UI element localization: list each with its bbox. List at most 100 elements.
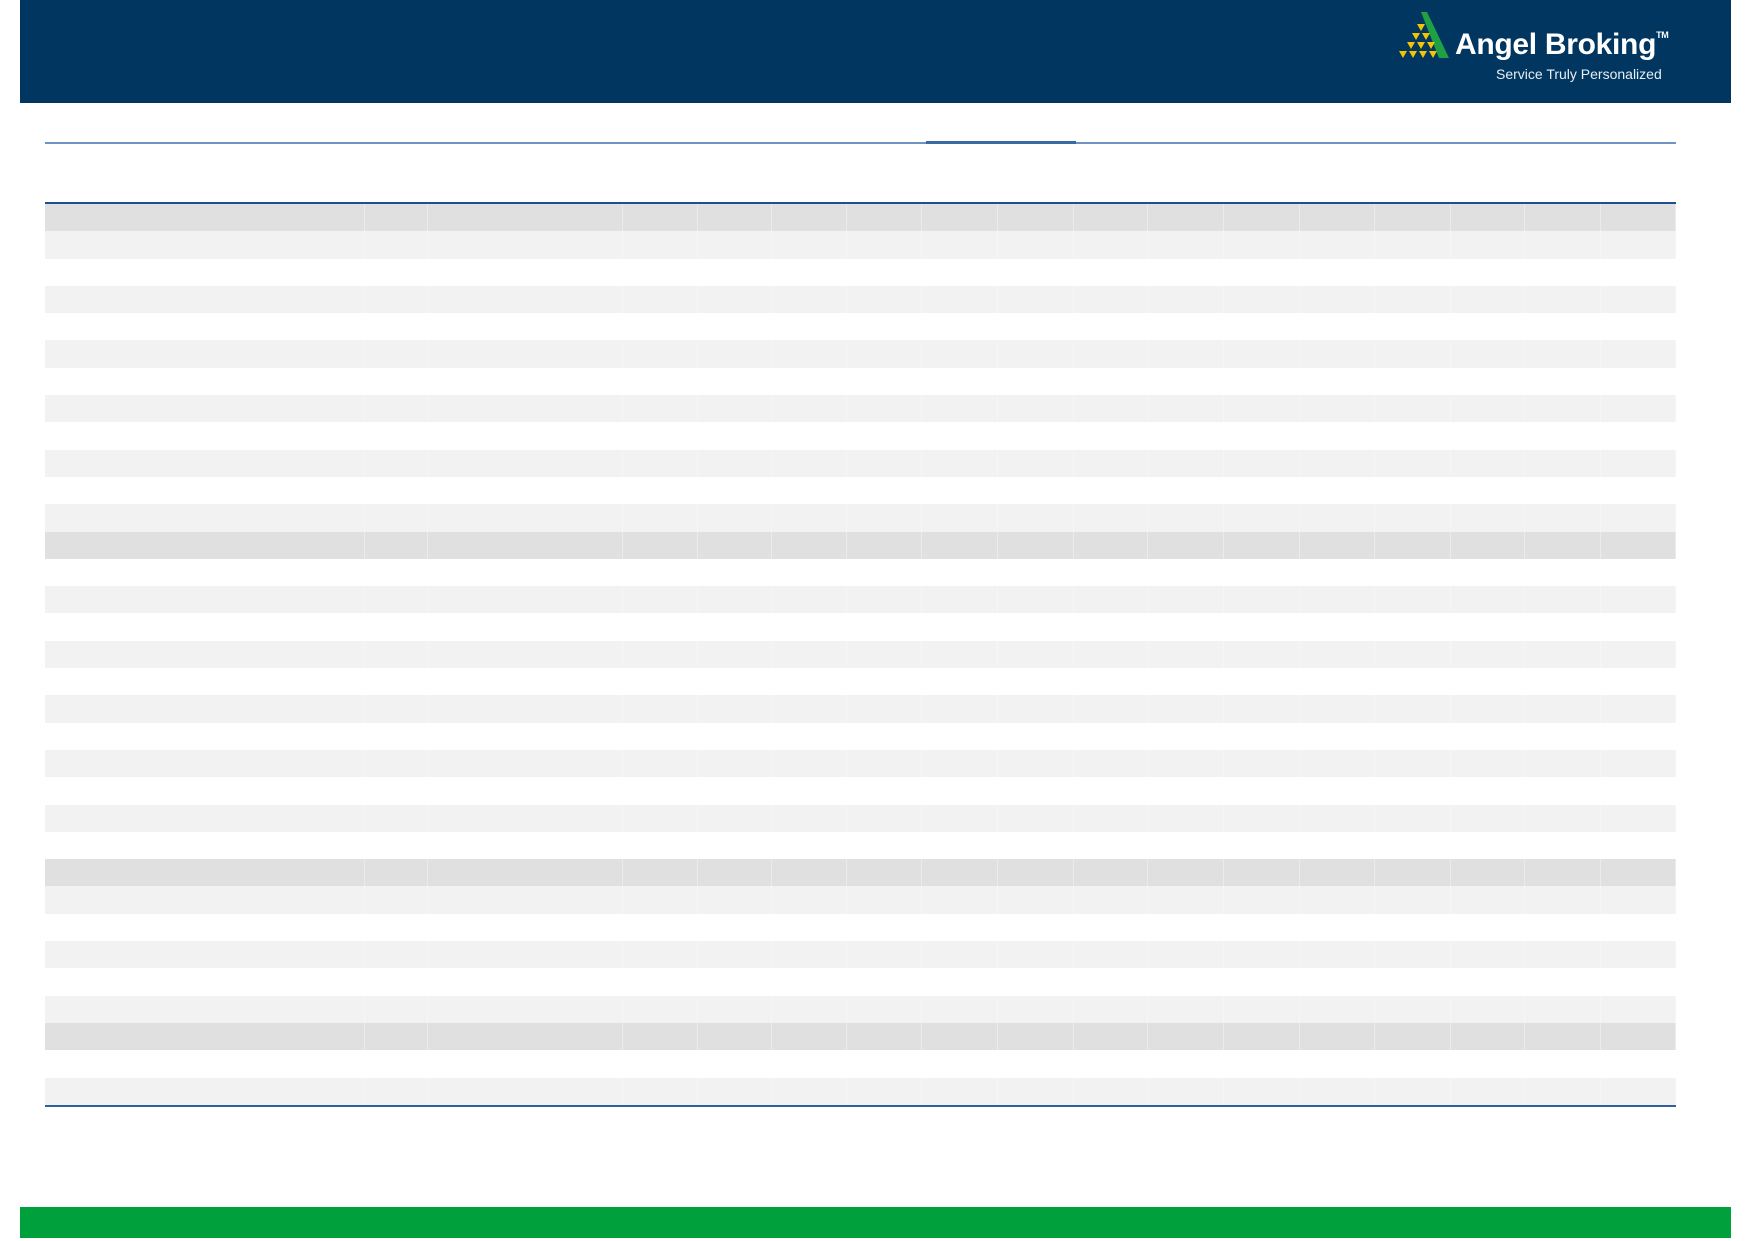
table-cell [1525,367,1601,396]
table-cell [1601,859,1676,887]
table-cell [1375,1077,1452,1105]
table-cell [698,777,772,805]
table-cell [1300,722,1375,750]
table-cell [428,586,624,614]
table-cell [623,886,698,914]
table-cell [1375,722,1452,750]
table-cell [1451,749,1526,778]
table-cell [623,367,698,396]
table-row [45,558,1676,587]
table-cell [998,367,1074,396]
table-cell [1148,1050,1225,1078]
table-cell [922,231,998,259]
table-cell [1300,285,1375,314]
table-cell [1148,722,1225,750]
table-cell [1224,968,1300,996]
brand-name: Angel BrokingTM [1455,28,1669,61]
table-cell [623,941,698,969]
table-cell [847,722,923,750]
table-cell [772,367,848,396]
table-cell [1601,340,1676,368]
table-cell [998,285,1074,314]
table-cell [428,804,624,832]
table-cell [847,859,923,887]
table-cell [1375,749,1452,778]
table-cell [428,831,624,860]
table-cell [45,722,366,750]
table-cell [847,886,923,914]
table-row [45,340,1676,368]
table-cell [1375,504,1452,532]
table-cell [1148,204,1225,232]
table-cell [1224,722,1300,750]
table-cell [698,1050,772,1078]
table-row [45,422,1676,450]
table-cell [1074,1050,1149,1078]
table-cell [1525,558,1601,587]
table-cell [1074,586,1149,614]
table-cell [847,367,923,396]
table-cell [623,258,698,286]
table-cell [365,285,429,314]
table-cell [847,831,923,860]
table-cell [1451,586,1526,614]
table-cell [1148,804,1225,832]
table-cell [922,586,998,614]
table-cell [1451,1050,1526,1078]
table-cell [1148,449,1225,477]
table-cell [772,476,848,505]
table-cell [1224,258,1300,286]
table-cell [1601,449,1676,477]
table-cell [365,586,429,614]
table-cell [1148,995,1225,1023]
table-cell [922,995,998,1023]
table-cell [1074,204,1149,232]
table-cell [1224,886,1300,914]
table-cell [998,558,1074,587]
table-cell [1074,1077,1149,1105]
table-cell [847,913,923,942]
table-cell [1074,313,1149,341]
table-cell [998,777,1074,805]
table-cell [998,1022,1074,1051]
table-cell [1148,859,1225,887]
table-cell [998,995,1074,1023]
table-cell [1601,395,1676,423]
table-cell [998,695,1074,723]
table-cell [698,586,772,614]
table-cell [998,1050,1074,1078]
table-cell [1601,1050,1676,1078]
table-cell [847,804,923,832]
table-cell [847,613,923,641]
table-cell [1148,777,1225,805]
table-cell [365,968,429,996]
table-header-row [45,204,1676,232]
table-cell [772,968,848,996]
table-cell [1074,231,1149,259]
table-cell [922,558,998,587]
table-cell [45,1077,366,1105]
table-cell [1601,1077,1676,1105]
table-cell [1300,422,1375,450]
table-cell [1224,913,1300,942]
table-cell [1074,613,1149,641]
table-cell [1601,777,1676,805]
table-cell [1300,668,1375,696]
table-row [45,695,1676,723]
table-cell [922,504,998,532]
table-cell [922,777,998,805]
table-cell [847,640,923,669]
table-cell [1300,1077,1375,1105]
title-rule-accent [926,141,1076,144]
table-cell [1375,640,1452,669]
table-cell [428,777,624,805]
table-row [45,231,1676,259]
table-cell [1601,504,1676,532]
table-cell [365,449,429,477]
table-cell [1601,558,1676,587]
table-cell [1601,968,1676,996]
table-cell [1375,285,1452,314]
table-cell [1074,258,1149,286]
table-cell [428,504,624,532]
table-cell [1451,476,1526,505]
